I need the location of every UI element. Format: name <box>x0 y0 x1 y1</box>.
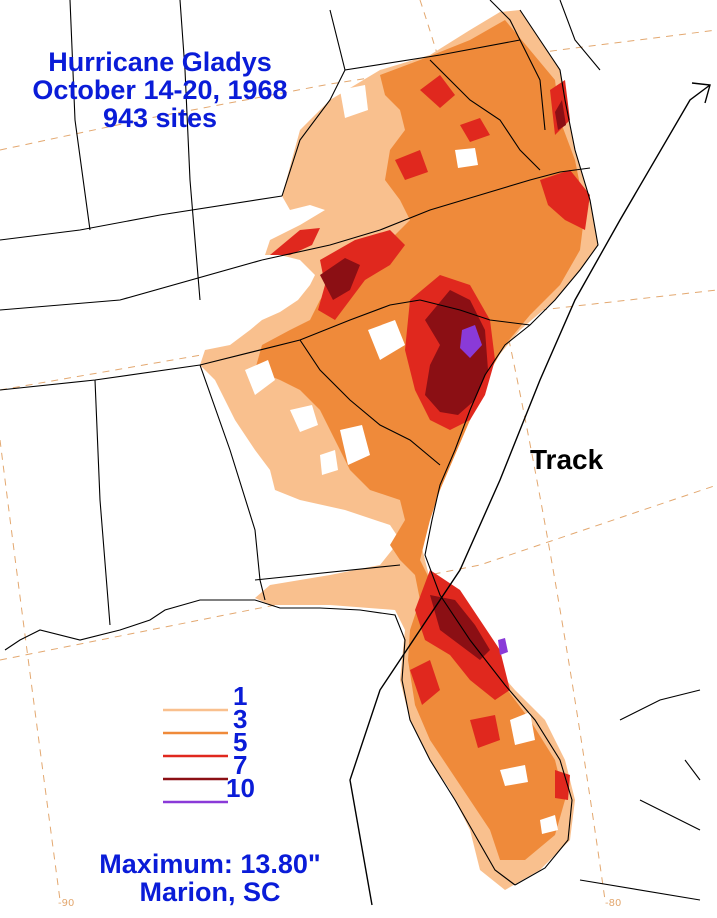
maximum-location: Marion, SC <box>139 877 281 907</box>
storm-track <box>349 82 711 906</box>
map-title-line-3: 943 sites <box>102 103 218 133</box>
legend-label-7: 7 <box>233 750 248 780</box>
legend-label-10: 10 <box>226 773 255 803</box>
legend-label-1: 1 <box>233 681 248 711</box>
track-label: Track <box>530 444 604 475</box>
longitude-label-west: -90 <box>58 898 75 909</box>
legend-swatches <box>163 708 228 804</box>
political-boundaries <box>0 0 701 901</box>
maximum-value: Maximum: 13.80" <box>99 849 321 879</box>
longitude-label-east: -80 <box>605 898 622 909</box>
legend-label-5: 5 <box>233 727 248 757</box>
legend-label-3: 3 <box>233 704 248 734</box>
rain-3in-area <box>255 20 585 860</box>
rainfall-contours <box>200 10 598 890</box>
map-title-line-2: October 14-20, 1968 <box>32 75 288 105</box>
map-title-line-1: Hurricane Gladys <box>48 47 272 77</box>
